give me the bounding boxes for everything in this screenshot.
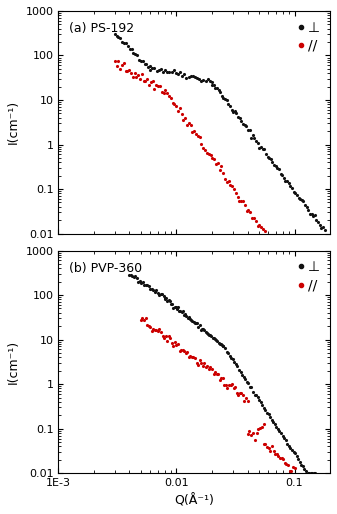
Text: (b) PVP-360: (b) PVP-360 <box>69 262 142 274</box>
Y-axis label: I(cm⁻¹): I(cm⁻¹) <box>7 100 20 144</box>
X-axis label: Q(Å⁻¹): Q(Å⁻¹) <box>174 493 214 507</box>
Y-axis label: I(cm⁻¹): I(cm⁻¹) <box>7 340 20 384</box>
Text: (a) PS-192: (a) PS-192 <box>69 22 134 35</box>
Legend: ⊥, //: ⊥, // <box>294 18 323 56</box>
Legend: ⊥, //: ⊥, // <box>294 258 323 295</box>
